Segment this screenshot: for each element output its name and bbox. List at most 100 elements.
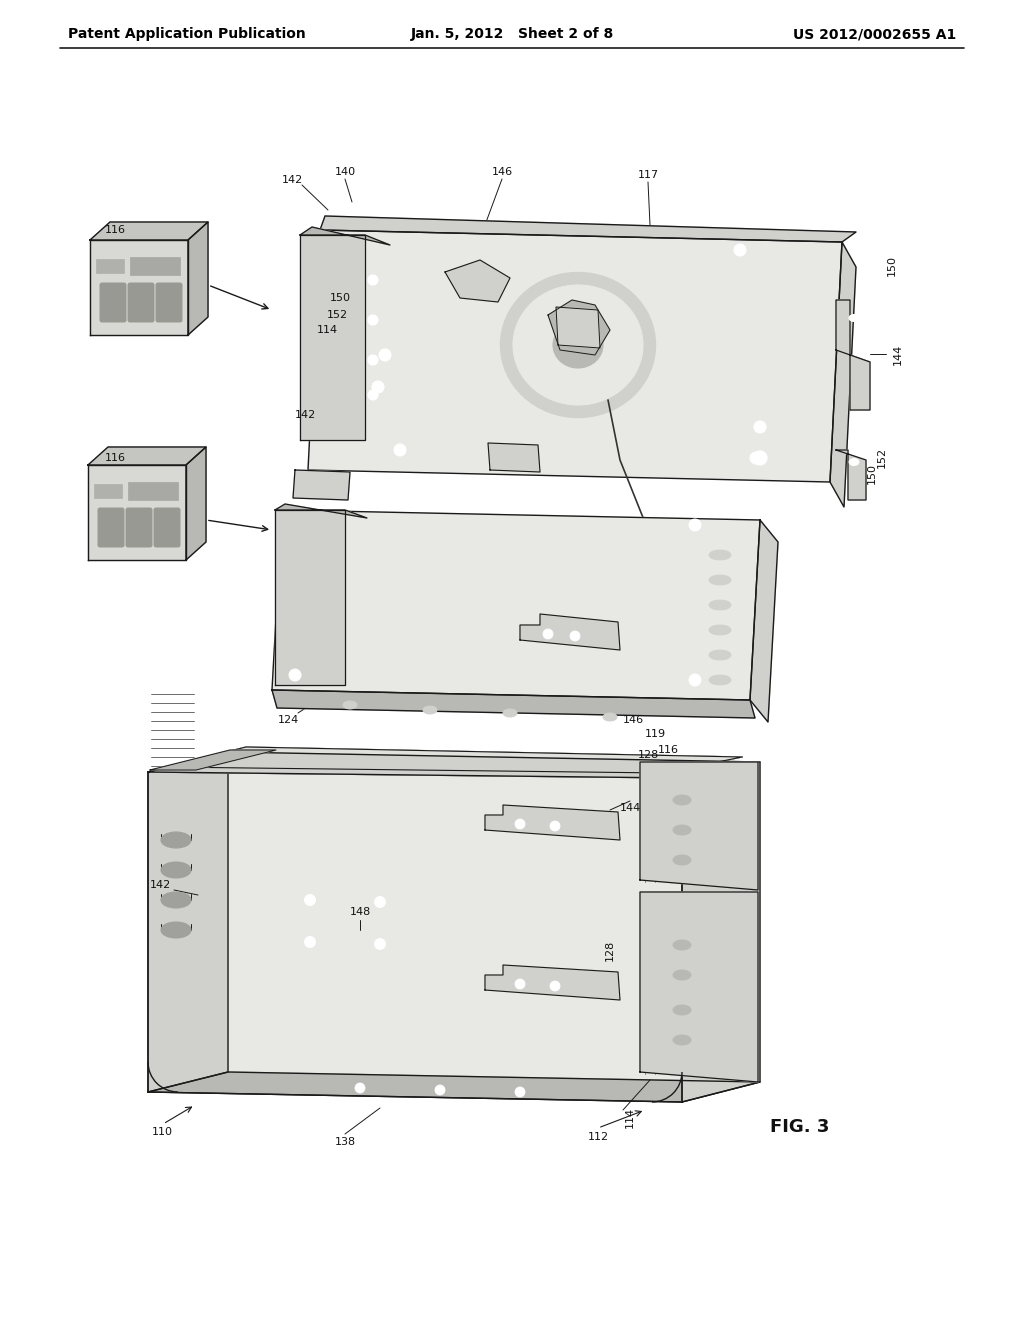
FancyBboxPatch shape [156,282,182,322]
Ellipse shape [709,624,731,635]
Polygon shape [520,614,620,649]
Text: 128: 128 [637,750,658,760]
Text: 140: 140 [335,168,355,177]
Ellipse shape [709,601,731,610]
Polygon shape [445,260,510,302]
Polygon shape [148,752,228,1092]
Polygon shape [166,747,742,774]
Text: 142: 142 [294,411,315,420]
Text: 116: 116 [104,224,126,235]
Text: 144: 144 [620,803,641,813]
Text: 150: 150 [867,462,877,483]
Circle shape [375,939,385,949]
Ellipse shape [161,832,191,847]
Polygon shape [488,444,540,473]
Text: US 2012/0002655 A1: US 2012/0002655 A1 [793,26,956,41]
Polygon shape [556,308,600,348]
Polygon shape [90,240,188,335]
Circle shape [543,630,553,639]
Polygon shape [640,762,758,890]
Ellipse shape [673,795,691,805]
Circle shape [368,315,378,325]
Polygon shape [186,447,206,560]
Polygon shape [275,510,345,685]
Polygon shape [485,965,620,1001]
Text: 114: 114 [625,1106,635,1127]
Circle shape [372,381,384,393]
FancyBboxPatch shape [100,282,126,322]
Polygon shape [148,1072,760,1102]
Bar [94,484,122,498]
Circle shape [570,631,580,642]
Circle shape [515,1086,525,1097]
Text: 116: 116 [104,453,126,463]
Ellipse shape [503,709,517,717]
Text: 110: 110 [152,1127,172,1137]
Ellipse shape [501,272,655,417]
Polygon shape [275,504,367,517]
Text: 119: 119 [644,729,666,739]
Polygon shape [272,510,760,700]
Ellipse shape [603,713,617,721]
Circle shape [435,1085,445,1096]
Ellipse shape [423,706,437,714]
Ellipse shape [709,649,731,660]
Circle shape [368,389,378,400]
Text: 117: 117 [637,170,658,180]
Ellipse shape [553,322,603,368]
FancyBboxPatch shape [154,508,180,546]
Polygon shape [148,772,682,1102]
Polygon shape [319,216,856,242]
Circle shape [750,451,762,465]
Ellipse shape [709,675,731,685]
Circle shape [289,669,301,681]
Ellipse shape [673,855,691,865]
Text: 150: 150 [887,255,897,276]
Circle shape [304,936,315,948]
Text: Jan. 5, 2012   Sheet 2 of 8: Jan. 5, 2012 Sheet 2 of 8 [411,26,613,41]
Polygon shape [682,762,760,1102]
Ellipse shape [343,701,357,709]
Text: 128: 128 [605,940,615,961]
Polygon shape [293,470,350,500]
Polygon shape [548,300,610,355]
Text: 150: 150 [330,293,350,304]
Circle shape [394,444,406,455]
Ellipse shape [673,1005,691,1015]
Ellipse shape [709,550,731,560]
Ellipse shape [161,862,191,878]
Bar [130,257,180,275]
Text: 152: 152 [877,446,887,467]
Text: 146: 146 [492,168,513,177]
Text: 124: 124 [278,715,299,725]
Circle shape [515,818,525,829]
Polygon shape [836,300,870,411]
Polygon shape [150,750,276,770]
Circle shape [689,519,701,531]
Text: 148: 148 [349,907,371,917]
Polygon shape [88,465,186,560]
Polygon shape [830,242,856,507]
Circle shape [550,981,560,991]
Polygon shape [272,690,755,718]
Ellipse shape [673,825,691,836]
Text: 142: 142 [282,176,303,185]
FancyBboxPatch shape [98,508,124,546]
Circle shape [754,421,766,433]
Polygon shape [750,520,778,722]
Circle shape [368,275,378,285]
Bar [96,259,124,273]
Polygon shape [836,450,866,500]
Circle shape [379,348,391,360]
Circle shape [515,979,525,989]
Circle shape [304,895,315,906]
Ellipse shape [161,921,191,939]
Polygon shape [640,892,758,1082]
Polygon shape [90,222,208,240]
Text: 112: 112 [588,1133,608,1142]
Ellipse shape [673,970,691,979]
Text: Patent Application Publication: Patent Application Publication [68,26,306,41]
Circle shape [368,355,378,366]
Circle shape [375,896,385,908]
Text: 116: 116 [657,744,679,755]
